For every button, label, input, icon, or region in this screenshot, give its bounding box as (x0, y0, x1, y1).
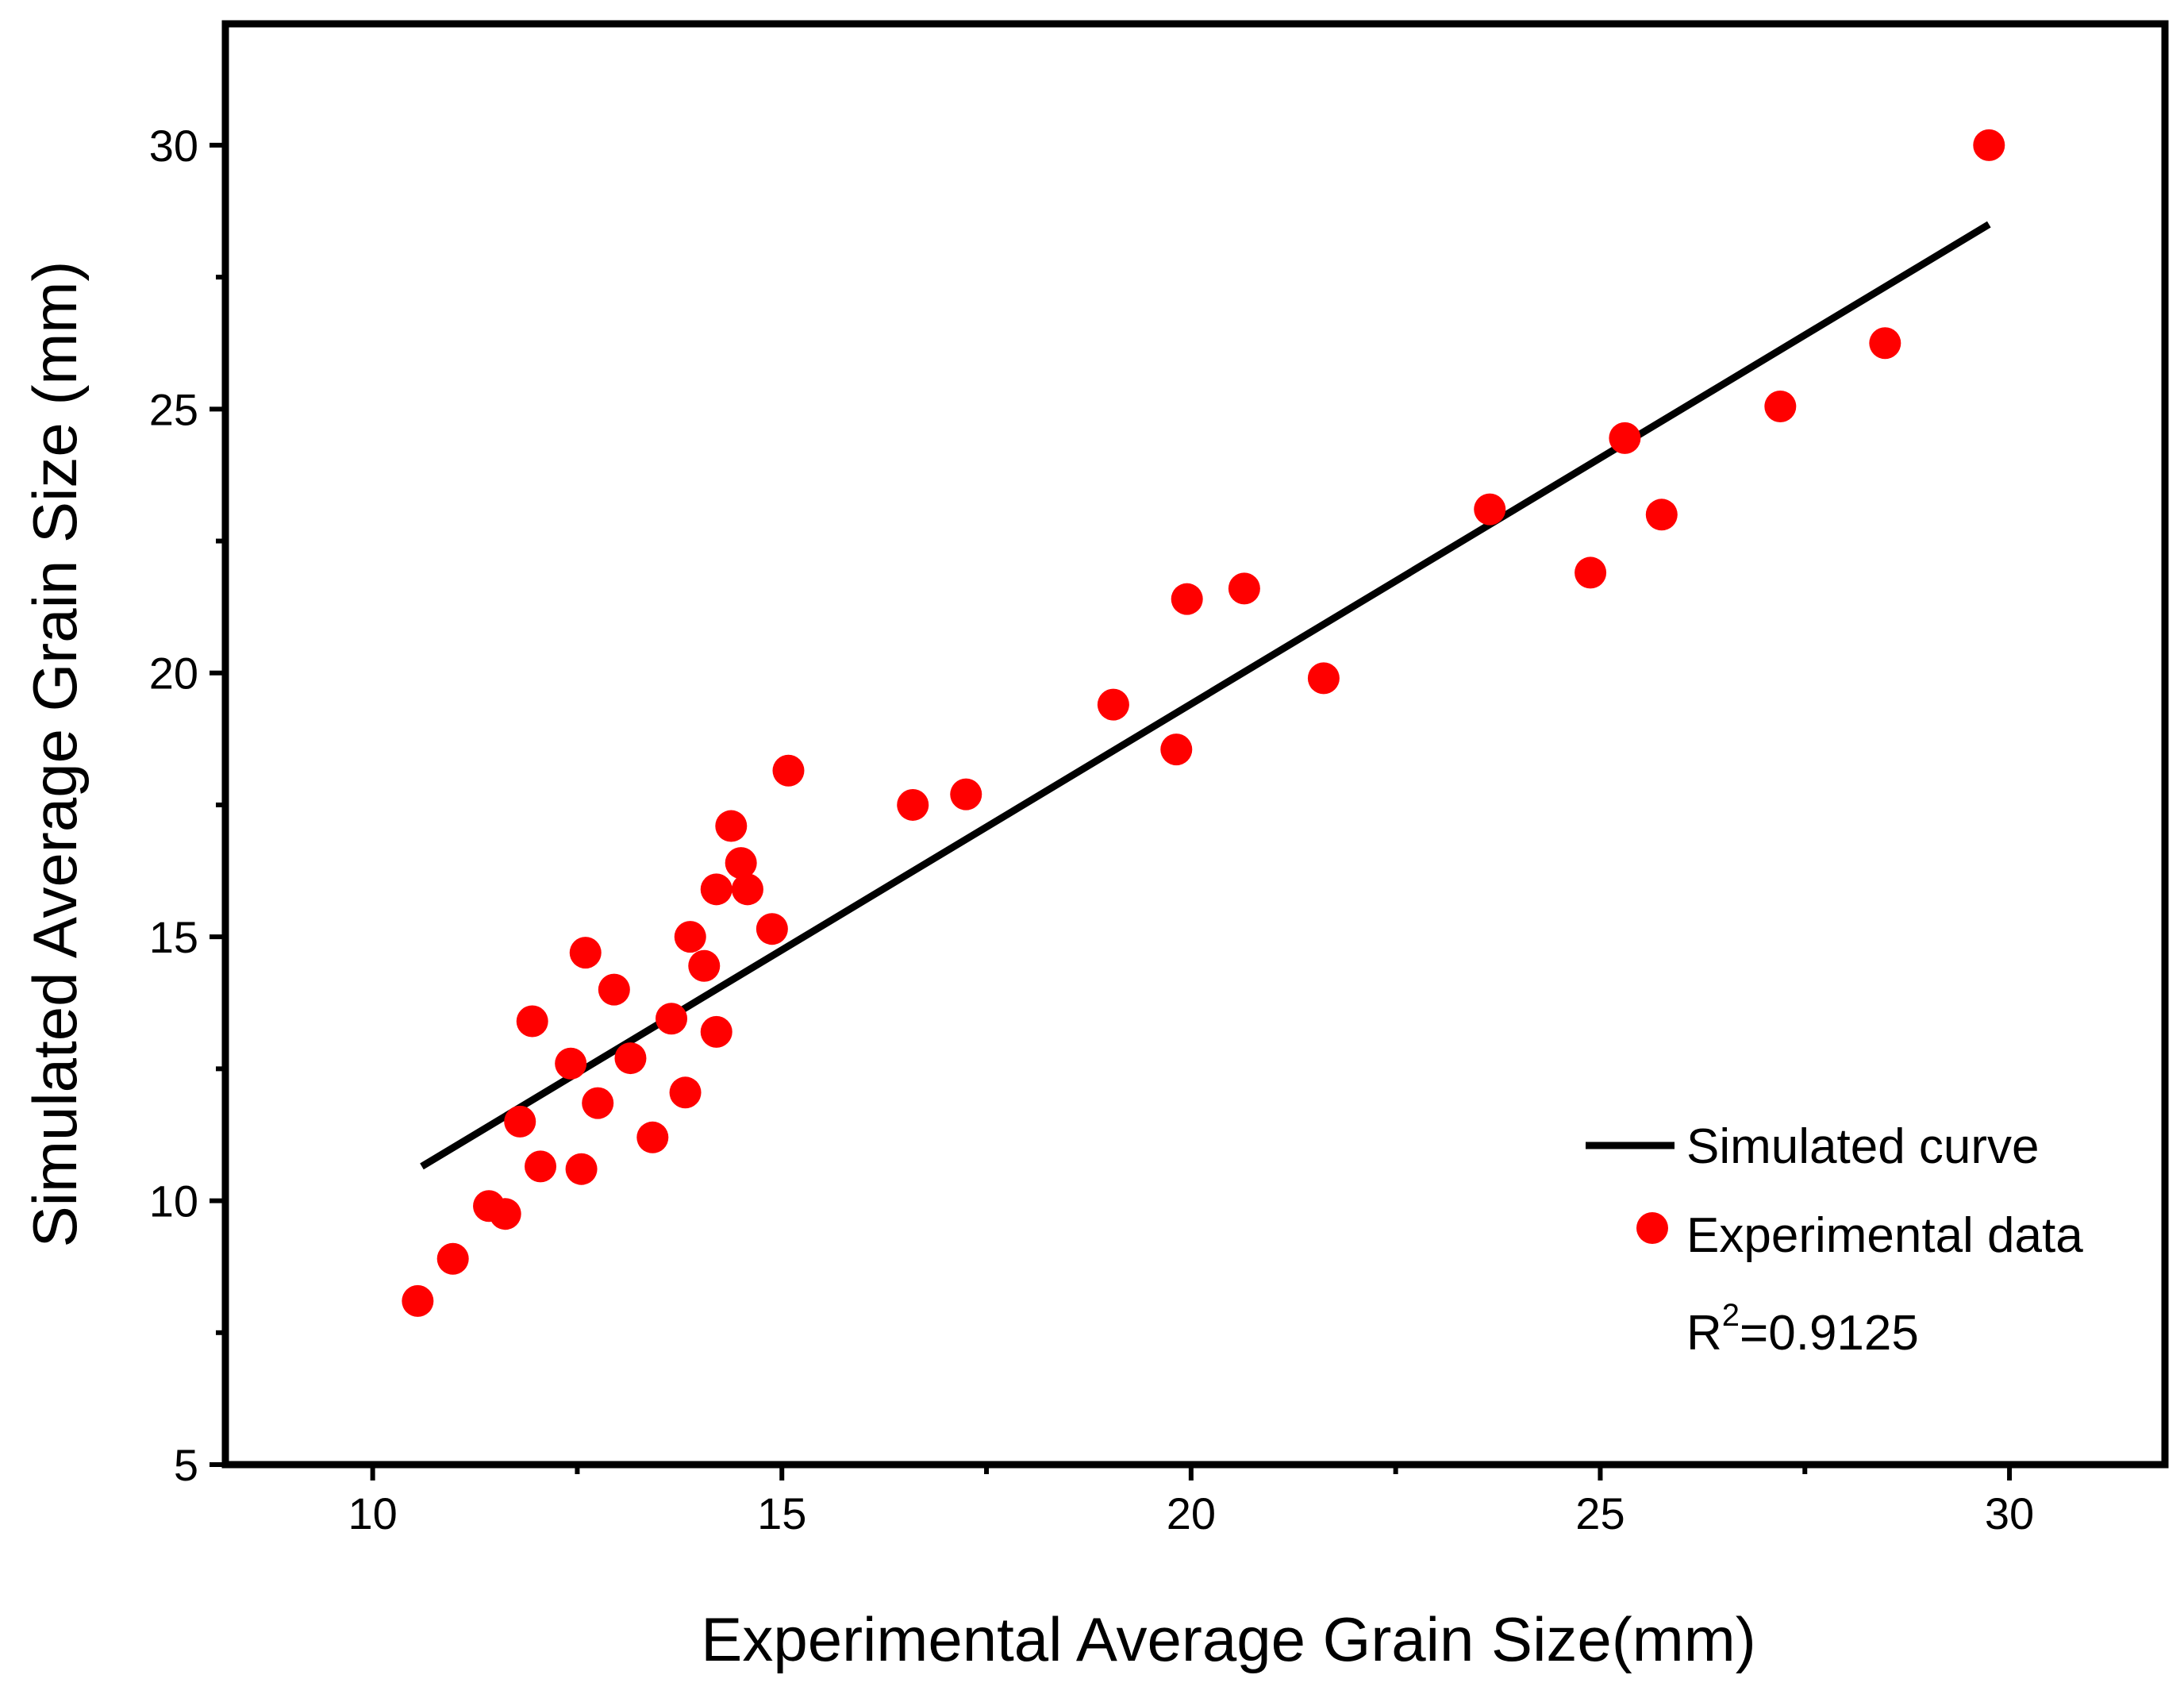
x-tick-label: 20 (1167, 1488, 1216, 1538)
experimental-data-point (555, 1047, 587, 1080)
experimental-data-point (1228, 572, 1260, 605)
experimental-data-point (614, 1042, 647, 1075)
experimental-data-point (598, 973, 630, 1006)
experimental-data-point (669, 1076, 702, 1109)
experimental-data-point (1307, 662, 1340, 695)
x-axis-ticks: 10 15 20 25 30 (348, 1465, 2034, 1538)
experimental-data-point (436, 1242, 469, 1275)
x-tick-label: 25 (1575, 1488, 1625, 1538)
experimental-data-point (772, 754, 805, 787)
plot-marks (402, 129, 2005, 1317)
experimental-data-point (1171, 583, 1203, 615)
experimental-data-point (516, 1005, 548, 1038)
x-tick-label: 10 (348, 1488, 397, 1538)
r-squared-exponent: 2 (1722, 1298, 1740, 1333)
experimental-data-point (402, 1284, 434, 1317)
plot-frame (221, 20, 2169, 1469)
y-tick-label: 30 (149, 121, 198, 171)
x-axis-title: Experimental Average Grain Size(mm) (701, 1604, 1755, 1674)
y-tick-label: 20 (149, 649, 198, 699)
y-tick-label: 15 (149, 912, 198, 962)
y-tick-label: 10 (149, 1176, 198, 1226)
experimental-data-point (674, 921, 706, 953)
y-axis-title: Simulated Average Grain Size (mm) (20, 261, 90, 1248)
experimental-data-point (950, 778, 982, 810)
experimental-data-point (569, 937, 602, 969)
experimental-data-point (1973, 129, 2005, 161)
r-squared-value: =0.9125 (1740, 1306, 1919, 1361)
experimental-data-point (897, 788, 929, 821)
experimental-data-point (731, 873, 763, 906)
experimental-data-point (1160, 733, 1193, 766)
y-axis-ticks: 5 10 15 20 25 30 (149, 121, 225, 1490)
x-tick-label: 15 (757, 1488, 806, 1538)
r-squared-annotation: R2=0.9125 (1686, 1298, 1919, 1361)
experimental-data-point (565, 1153, 598, 1185)
experimental-data-point (656, 1003, 688, 1035)
experimental-data-point (700, 1015, 732, 1048)
experimental-data-point (715, 810, 748, 842)
r-squared-base: R (1686, 1306, 1722, 1361)
experimental-data-point (725, 847, 757, 880)
legend-point-swatch (1636, 1212, 1668, 1244)
experimental-data-point (1609, 422, 1641, 454)
experimental-data-point (688, 949, 721, 982)
legend: Simulated curve Experimental data R2=0.9… (1586, 1119, 2083, 1361)
experimental-data-point (1645, 499, 1678, 531)
experimental-data-point (489, 1198, 521, 1230)
experimental-data-point (582, 1087, 614, 1119)
y-tick-label: 25 (149, 384, 198, 434)
experimental-data-point (700, 873, 732, 906)
y-tick-label: 5 (174, 1440, 198, 1490)
experimental-data-point (1474, 493, 1506, 526)
experimental-data-point (1575, 556, 1607, 589)
experimental-data-point (1764, 391, 1797, 423)
experimental-data-point (1097, 688, 1129, 721)
legend-label-simulated: Simulated curve (1686, 1119, 2040, 1174)
experimental-data-point (1869, 327, 1901, 360)
legend-label-experimental: Experimental data (1686, 1208, 2083, 1263)
experimental-data-point (756, 913, 788, 945)
experimental-data-point (504, 1105, 536, 1138)
experimental-data-point (525, 1150, 557, 1183)
experimental-data-point (636, 1121, 669, 1153)
x-tick-label: 30 (1985, 1488, 2034, 1538)
